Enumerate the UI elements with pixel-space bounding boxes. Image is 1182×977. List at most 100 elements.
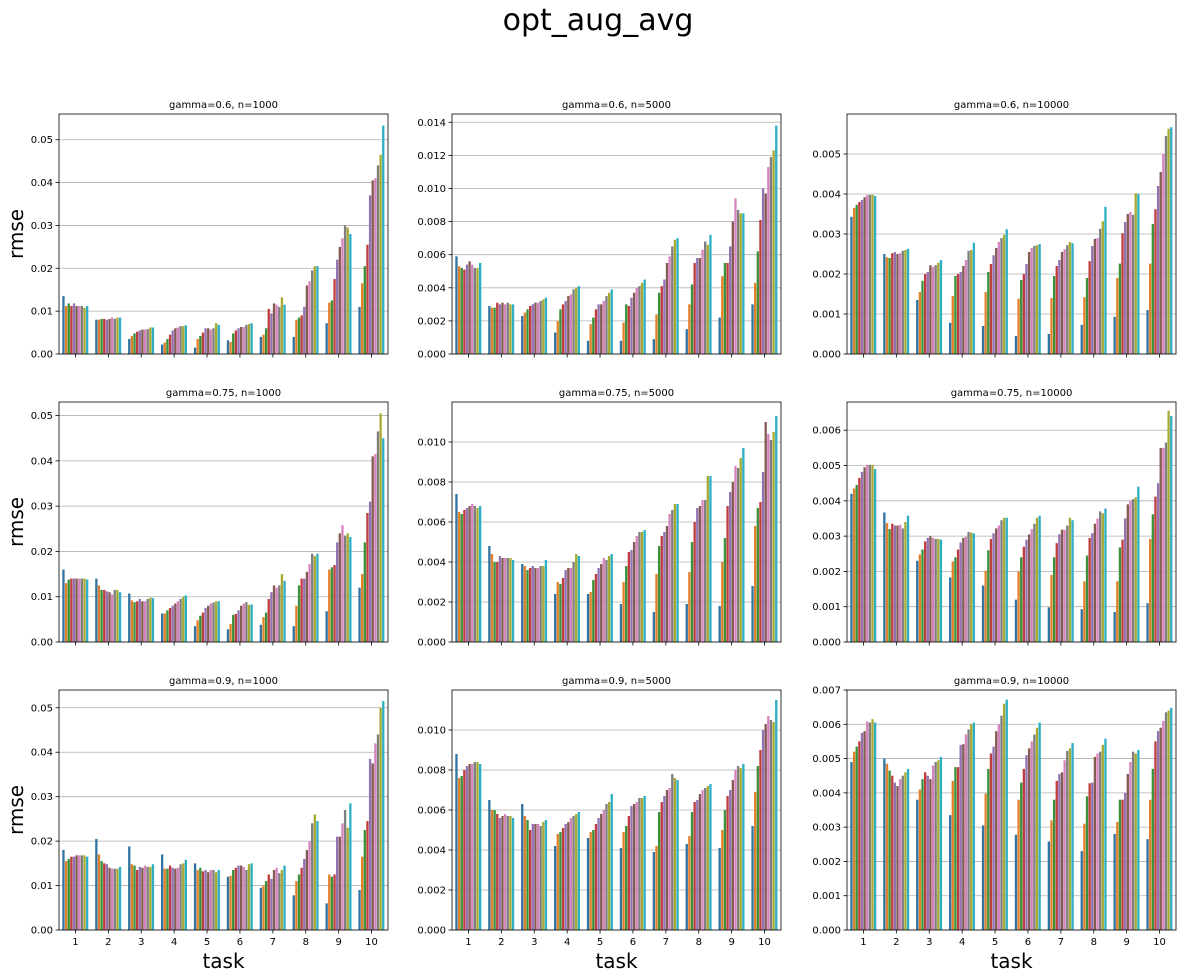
- y-tick-label: 0.010: [417, 726, 446, 737]
- bar: [361, 283, 364, 354]
- bar: [490, 810, 494, 930]
- bar: [1085, 796, 1089, 930]
- bar: [478, 262, 482, 354]
- bar: [70, 306, 73, 354]
- x-tick-label: 2: [498, 937, 504, 948]
- y-tick-label: 0.001: [812, 310, 841, 321]
- bar: [1146, 839, 1149, 930]
- bar: [759, 219, 762, 354]
- bar: [138, 866, 141, 930]
- bar: [904, 772, 907, 930]
- bar: [1047, 334, 1051, 354]
- bar: [756, 766, 759, 930]
- bar: [278, 306, 281, 354]
- bar: [67, 579, 70, 642]
- bar: [567, 822, 570, 930]
- bar: [496, 302, 499, 354]
- x-tick-label: 6: [237, 937, 243, 948]
- bar: [1035, 245, 1039, 354]
- bar: [1091, 533, 1094, 642]
- bar: [885, 257, 889, 354]
- bar: [1058, 774, 1061, 930]
- bar: [939, 539, 943, 642]
- bar: [199, 867, 202, 930]
- subplot-title: gamma=0.6, n=1000: [169, 100, 278, 111]
- bar: [926, 537, 929, 642]
- bar: [954, 767, 957, 930]
- bar: [602, 810, 606, 930]
- y-tick-label: 0.014: [417, 118, 446, 129]
- bar: [272, 585, 276, 642]
- bar: [657, 812, 661, 930]
- bar: [501, 816, 504, 930]
- bar: [610, 289, 613, 354]
- bar: [336, 542, 339, 642]
- bar: [1126, 214, 1129, 354]
- bar: [199, 336, 202, 354]
- bar: [1099, 511, 1102, 642]
- bar: [964, 734, 968, 930]
- y-tick-label: 0.008: [417, 766, 446, 777]
- bar: [204, 328, 207, 354]
- bar: [726, 796, 729, 930]
- bar: [503, 814, 507, 930]
- bar: [245, 324, 248, 354]
- bar: [1151, 768, 1154, 930]
- x-tick-label: 10: [365, 937, 378, 948]
- bar: [997, 525, 1001, 642]
- bar: [460, 776, 463, 930]
- x-tick-label: 2: [893, 937, 899, 948]
- bar: [756, 251, 759, 354]
- bar: [193, 863, 197, 930]
- bar: [572, 816, 575, 930]
- y-tick-label: 0.000: [417, 926, 446, 937]
- bar: [368, 195, 372, 354]
- bar: [151, 327, 155, 354]
- bar: [1096, 518, 1099, 642]
- bar: [987, 768, 990, 930]
- bar: [496, 814, 499, 930]
- bar: [761, 188, 765, 354]
- bar: [926, 272, 929, 354]
- bar: [718, 848, 721, 930]
- bar: [948, 577, 952, 642]
- bar: [660, 286, 663, 354]
- bar: [696, 800, 699, 930]
- x-axis-label: task: [202, 949, 245, 973]
- bar: [888, 770, 891, 930]
- bar: [328, 569, 331, 642]
- bar: [343, 535, 347, 642]
- bar: [376, 431, 380, 642]
- bar: [207, 872, 210, 930]
- bar: [673, 239, 677, 354]
- bar: [709, 476, 712, 642]
- bar: [676, 238, 679, 354]
- bar: [698, 506, 702, 642]
- bar: [638, 798, 641, 930]
- bar: [1091, 246, 1094, 354]
- bar: [1101, 221, 1104, 354]
- bar: [457, 778, 461, 930]
- bar: [534, 824, 537, 930]
- bar: [116, 589, 119, 642]
- bar: [1014, 599, 1018, 642]
- bar: [1060, 772, 1064, 930]
- bar: [182, 326, 185, 354]
- bar: [561, 828, 565, 930]
- bar: [916, 300, 919, 354]
- bar: [951, 780, 954, 930]
- bar: [1027, 252, 1031, 354]
- x-tick-label: 9: [1123, 937, 1129, 948]
- y-tick-label: 0.00: [31, 926, 53, 937]
- bar: [567, 296, 570, 354]
- bar: [234, 613, 238, 642]
- y-tick-label: 0.002: [812, 270, 841, 281]
- bar: [866, 464, 869, 642]
- bar: [685, 844, 688, 930]
- bar: [668, 788, 671, 930]
- y-tick-label: 0.012: [417, 151, 446, 162]
- x-tick-label: 7: [663, 937, 669, 948]
- bar: [176, 867, 180, 930]
- bar: [95, 578, 98, 642]
- bar: [992, 533, 995, 642]
